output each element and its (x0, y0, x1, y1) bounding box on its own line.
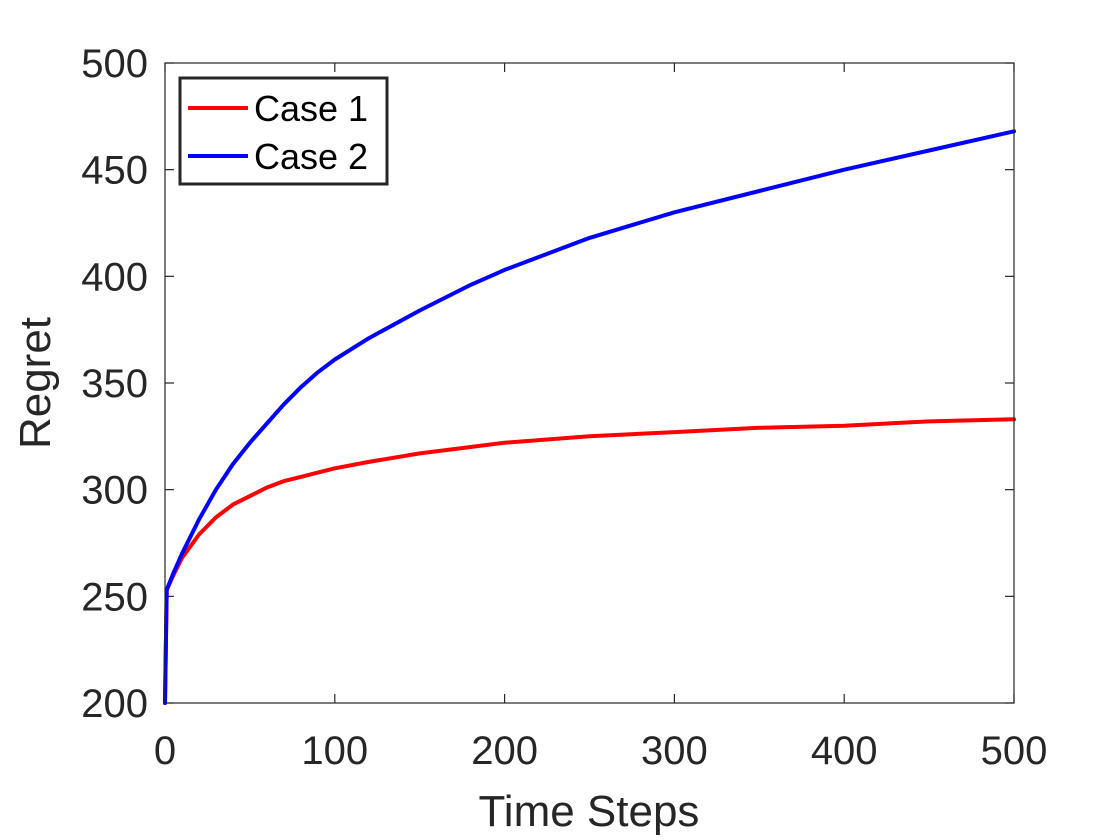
x-axis-ticks: 0 100 200 300 400 500 (154, 63, 1048, 773)
x-tick-label: 400 (811, 729, 878, 773)
legend-box (178, 76, 389, 186)
series-lines (163, 129, 1016, 705)
y-tick-label: 200 (81, 682, 148, 726)
series-line-case-2 (163, 129, 1016, 705)
x-tick-label: 100 (301, 729, 368, 773)
y-tick-label: 250 (81, 575, 148, 619)
x-tick-label: 200 (471, 729, 538, 773)
legend-label-case-1: Case 1 (254, 88, 368, 129)
plot-frame (164, 62, 1015, 704)
series-line-case-1 (163, 417, 1016, 705)
y-axis-ticks: 200 250 300 350 400 450 500 (81, 42, 1014, 726)
legend: Case 1 Case 2 (178, 76, 389, 186)
x-tick-label: 300 (641, 729, 708, 773)
y-axis-label: Regret (11, 317, 60, 449)
y-tick-label: 300 (81, 469, 148, 513)
y-tick-label: 350 (81, 362, 148, 406)
y-tick-label: 400 (81, 255, 148, 299)
x-axis-label: Time Steps (479, 787, 700, 836)
y-tick-label: 500 (81, 42, 148, 86)
x-tick-label: 0 (154, 729, 176, 773)
y-tick-label: 450 (81, 149, 148, 193)
x-tick-label: 500 (981, 729, 1048, 773)
legend-label-case-2: Case 2 (254, 136, 368, 177)
